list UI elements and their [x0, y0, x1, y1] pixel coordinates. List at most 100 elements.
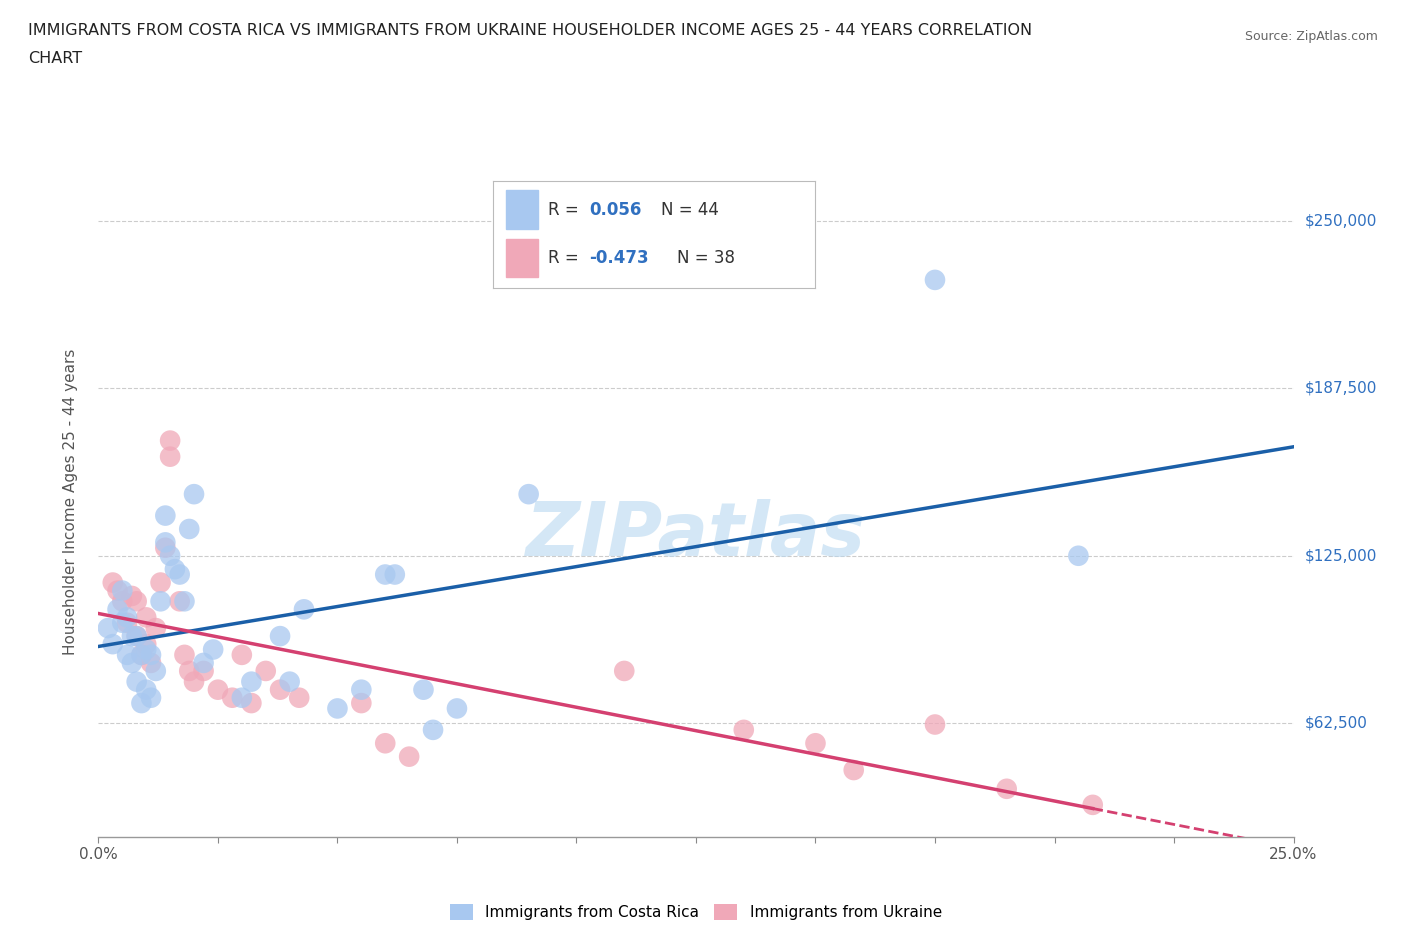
Point — [1081, 797, 1104, 812]
Point — [121, 629, 143, 644]
Point — [139, 690, 162, 705]
Y-axis label: Householder Income Ages 25 - 44 years: Householder Income Ages 25 - 44 years — [63, 349, 77, 656]
Point — [131, 647, 153, 662]
Point — [169, 567, 191, 582]
Point — [269, 683, 291, 698]
Bar — [506, 239, 538, 277]
Point — [269, 629, 291, 644]
Point — [131, 647, 153, 662]
Text: CHART: CHART — [28, 51, 82, 66]
Point — [107, 583, 129, 598]
Point — [97, 620, 120, 635]
Point — [163, 562, 186, 577]
Text: $250,000: $250,000 — [1305, 214, 1376, 229]
Point — [842, 763, 865, 777]
Point — [135, 637, 157, 652]
Point — [517, 486, 540, 501]
Point — [804, 736, 827, 751]
Text: ZIPatlas: ZIPatlas — [526, 499, 866, 572]
Point — [173, 647, 195, 662]
Bar — [506, 191, 538, 229]
Point — [924, 272, 946, 287]
Point — [107, 602, 129, 617]
Point — [115, 647, 138, 662]
Point — [221, 690, 243, 705]
Point — [374, 567, 396, 582]
Text: N = 38: N = 38 — [676, 249, 735, 267]
Point — [169, 594, 191, 609]
Point — [350, 696, 373, 711]
Point — [159, 449, 181, 464]
Point — [145, 620, 167, 635]
Point — [101, 575, 124, 590]
Point — [139, 647, 162, 662]
Point — [193, 656, 215, 671]
Point — [125, 674, 148, 689]
Point — [183, 486, 205, 501]
Point — [350, 683, 373, 698]
Text: $187,500: $187,500 — [1305, 381, 1376, 396]
Point — [995, 781, 1018, 796]
Point — [179, 522, 201, 537]
Point — [155, 508, 177, 523]
Point — [135, 610, 157, 625]
Point — [101, 637, 124, 652]
Point — [149, 594, 172, 609]
Point — [149, 575, 172, 590]
Point — [155, 535, 177, 550]
Point — [613, 663, 636, 678]
Point — [125, 629, 148, 644]
Point — [135, 683, 157, 698]
Point — [135, 642, 157, 657]
Point — [121, 656, 143, 671]
Text: R =: R = — [548, 201, 583, 219]
Point — [398, 750, 420, 764]
Point — [374, 736, 396, 751]
Point — [733, 723, 755, 737]
Point — [288, 690, 311, 705]
Point — [121, 589, 143, 604]
Point — [159, 433, 181, 448]
Text: R =: R = — [548, 249, 583, 267]
Point — [115, 610, 138, 625]
Point — [155, 540, 177, 555]
Point — [139, 656, 162, 671]
Point — [202, 642, 225, 657]
Point — [179, 663, 201, 678]
Point — [183, 674, 205, 689]
Point — [326, 701, 349, 716]
Point — [231, 690, 253, 705]
Point — [145, 663, 167, 678]
Text: IMMIGRANTS FROM COSTA RICA VS IMMIGRANTS FROM UKRAINE HOUSEHOLDER INCOME AGES 25: IMMIGRANTS FROM COSTA RICA VS IMMIGRANTS… — [28, 23, 1032, 38]
Point — [240, 674, 263, 689]
Point — [412, 683, 434, 698]
Point — [125, 629, 148, 644]
Point — [111, 594, 134, 609]
Text: 0.056: 0.056 — [589, 201, 643, 219]
Point — [173, 594, 195, 609]
Point — [446, 701, 468, 716]
Point — [125, 594, 148, 609]
Legend: Immigrants from Costa Rica, Immigrants from Ukraine: Immigrants from Costa Rica, Immigrants f… — [444, 898, 948, 926]
Text: $125,000: $125,000 — [1305, 549, 1376, 564]
Point — [111, 583, 134, 598]
Point — [193, 663, 215, 678]
Point — [111, 616, 134, 631]
Point — [384, 567, 406, 582]
Point — [1067, 549, 1090, 564]
Text: -0.473: -0.473 — [589, 249, 650, 267]
Point — [924, 717, 946, 732]
Point — [115, 616, 138, 631]
Text: $62,500: $62,500 — [1305, 716, 1368, 731]
Point — [131, 696, 153, 711]
Point — [159, 549, 181, 564]
Point — [422, 723, 444, 737]
Point — [292, 602, 315, 617]
Text: N = 44: N = 44 — [661, 201, 718, 219]
Text: Source: ZipAtlas.com: Source: ZipAtlas.com — [1244, 30, 1378, 43]
Point — [240, 696, 263, 711]
Point — [231, 647, 253, 662]
Point — [278, 674, 301, 689]
Point — [207, 683, 229, 698]
Point — [254, 663, 277, 678]
